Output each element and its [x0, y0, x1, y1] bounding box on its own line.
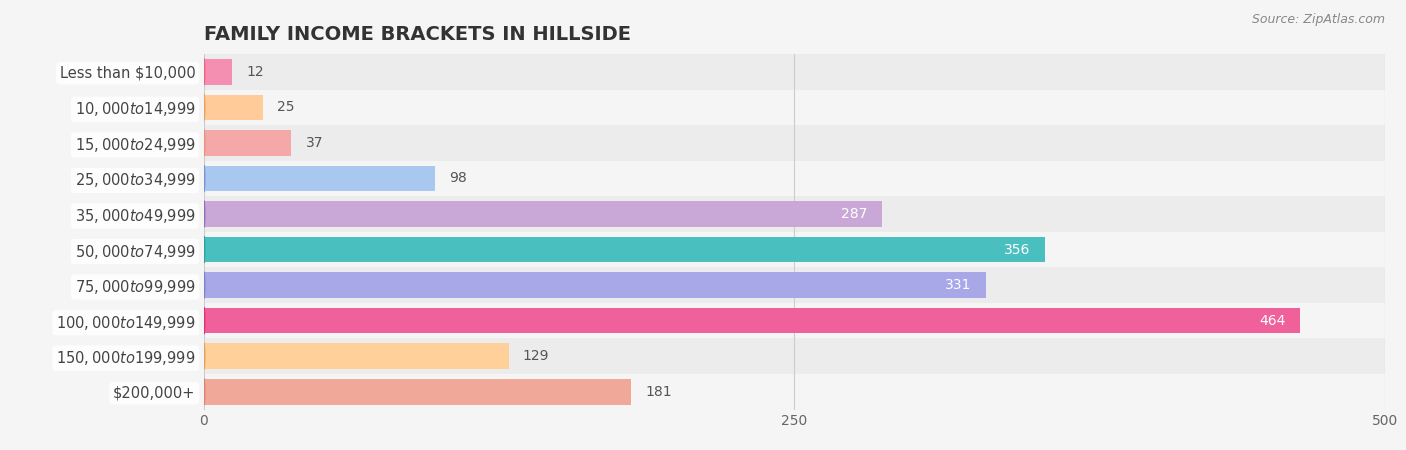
Circle shape — [202, 58, 205, 85]
Bar — [204, 303, 1385, 338]
Circle shape — [202, 272, 205, 298]
Text: 181: 181 — [645, 385, 672, 399]
Bar — [204, 90, 1385, 125]
Bar — [204, 201, 882, 227]
Bar — [204, 166, 436, 191]
Circle shape — [202, 130, 205, 156]
Text: FAMILY INCOME BRACKETS IN HILLSIDE: FAMILY INCOME BRACKETS IN HILLSIDE — [204, 25, 631, 44]
Circle shape — [202, 201, 205, 227]
Bar — [204, 338, 1385, 374]
Bar — [204, 196, 1385, 232]
Circle shape — [202, 343, 205, 369]
Bar — [204, 272, 986, 298]
Text: Source: ZipAtlas.com: Source: ZipAtlas.com — [1251, 14, 1385, 27]
Bar — [204, 267, 1385, 303]
Circle shape — [202, 94, 205, 121]
Bar — [204, 94, 263, 120]
Text: 98: 98 — [450, 171, 467, 185]
Text: 331: 331 — [945, 278, 972, 292]
Bar — [204, 308, 1301, 333]
Bar — [204, 232, 1385, 267]
Circle shape — [202, 378, 205, 405]
Bar — [204, 161, 1385, 196]
Bar — [204, 54, 1385, 90]
Bar — [204, 343, 509, 369]
Bar — [204, 130, 291, 156]
Circle shape — [202, 165, 205, 192]
Text: 356: 356 — [1004, 243, 1031, 256]
Text: 287: 287 — [841, 207, 868, 221]
Text: 25: 25 — [277, 100, 295, 114]
Bar — [204, 125, 1385, 161]
Bar — [204, 237, 1045, 262]
Text: 129: 129 — [523, 349, 550, 363]
Bar — [204, 374, 1385, 410]
Text: 464: 464 — [1260, 314, 1285, 328]
Bar — [204, 59, 232, 85]
Bar — [204, 379, 631, 405]
Circle shape — [202, 236, 205, 263]
Text: 12: 12 — [246, 65, 264, 79]
Text: 37: 37 — [305, 136, 323, 150]
Circle shape — [202, 307, 205, 334]
